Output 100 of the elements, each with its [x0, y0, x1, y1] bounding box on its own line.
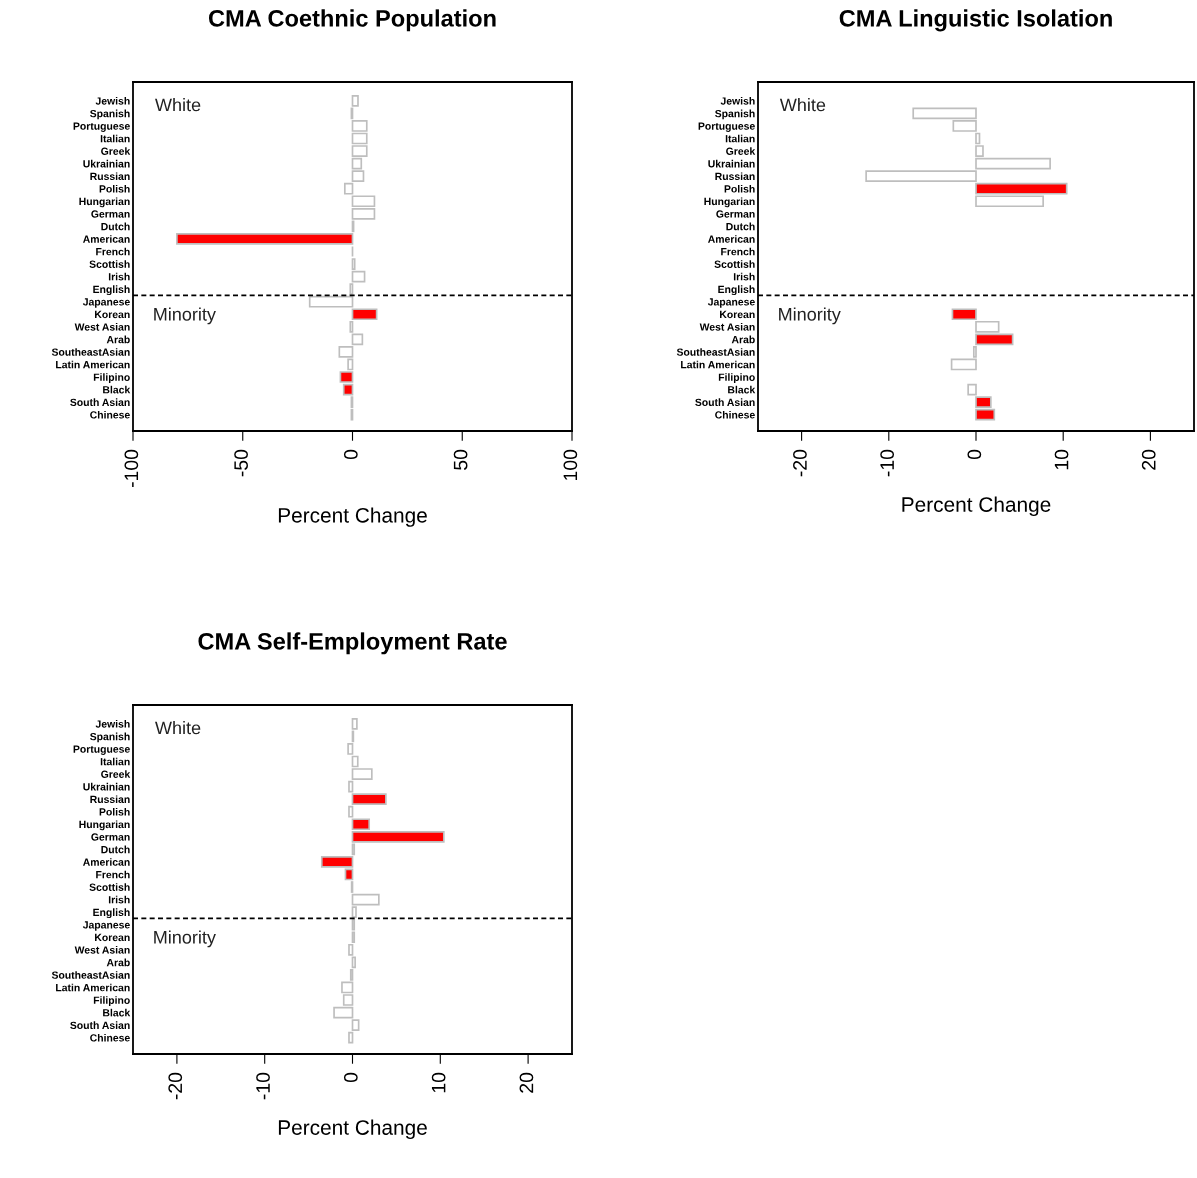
- y-tick-label: Chinese: [90, 410, 130, 419]
- y-tick-label: Ukrainian: [708, 159, 755, 168]
- y-tick-label: South Asian: [70, 398, 130, 406]
- y-tick-label: Filipino: [93, 996, 130, 1006]
- y-tick-label: SoutheastAsian: [676, 348, 755, 356]
- y-tick-label: Korean: [95, 310, 130, 319]
- y-tick-label: Korean: [95, 933, 130, 942]
- y-tick-label: Japanese: [707, 298, 755, 308]
- y-tick-label: Chinese: [90, 1033, 130, 1042]
- y-tick-label: Russian: [90, 172, 130, 181]
- y-tick-label: Arab: [731, 335, 755, 344]
- y-tick-label: Portuguese: [73, 745, 130, 755]
- y-tick-label: Arab: [106, 958, 130, 967]
- y-tick-label: Portuguese: [73, 122, 130, 132]
- y-tick-label: Japanese: [82, 921, 130, 931]
- y-tick-label: Italian: [725, 134, 755, 143]
- x-tick-label: 100: [563, 449, 578, 481]
- y-tick-label: English: [718, 285, 755, 296]
- y-tick-label: Black: [103, 1008, 131, 1017]
- y-tick-label: Arab: [106, 335, 130, 344]
- y-tick-label: Italian: [100, 757, 130, 766]
- annotation: Minority: [154, 930, 216, 948]
- y-tick-label: Greek: [101, 147, 131, 155]
- y-tick-label: Irish: [733, 272, 755, 281]
- y-tick-label: SoutheastAsian: [51, 971, 130, 979]
- x-axis-title: Percent Change: [902, 496, 1051, 517]
- y-tick-label: English: [93, 285, 130, 296]
- y-tick-label: Spanish: [90, 732, 130, 743]
- y-tick-label: South Asian: [695, 398, 755, 406]
- y-tick-label: SoutheastAsian: [51, 348, 130, 356]
- x-tick-label: -20: [168, 1072, 183, 1100]
- y-tick-label: Irish: [108, 895, 130, 904]
- y-tick-label: West Asian: [699, 323, 755, 331]
- y-tick-label: Irish: [108, 272, 130, 281]
- y-tick-label: Portuguese: [698, 122, 755, 132]
- y-tick-label: Spanish: [715, 109, 755, 120]
- y-tick-label: French: [96, 247, 130, 256]
- x-tick-label: -10: [880, 449, 895, 477]
- y-tick-label: Scottish: [89, 260, 130, 268]
- y-tick-label: Greek: [101, 770, 131, 778]
- y-tick-label: German: [91, 210, 130, 218]
- x-tick-label: 20: [1141, 449, 1156, 470]
- y-tick-label: Korean: [720, 310, 755, 319]
- x-axis-title: Percent Change: [278, 507, 427, 527]
- y-tick-label: Filipino: [93, 373, 130, 383]
- y-tick-label: Scottish: [714, 260, 755, 268]
- x-tick-label: 10: [431, 1072, 446, 1093]
- y-tick-label: Scottish: [89, 883, 130, 891]
- x-tick-label: -20: [793, 449, 807, 477]
- y-tick-label: Dutch: [101, 222, 130, 231]
- y-tick-label: Jewish: [95, 97, 130, 105]
- y-tick-label: Dutch: [101, 845, 130, 854]
- y-tick-label: Russian: [715, 172, 755, 181]
- y-tick-label: American: [83, 235, 130, 243]
- y-tick-label: French: [96, 870, 130, 879]
- y-tick-label: Russian: [90, 795, 130, 804]
- y-tick-label: Polish: [724, 184, 755, 193]
- y-tick-label: Latin American: [56, 983, 130, 992]
- x-tick-label: 0: [343, 1072, 358, 1083]
- chart-title: CMA Linguistic Isolation: [839, 9, 1112, 32]
- y-tick-label: Hungarian: [704, 197, 755, 208]
- y-tick-label: German: [91, 833, 130, 841]
- y-tick-label: West Asian: [74, 946, 130, 954]
- y-tick-label: American: [83, 858, 130, 866]
- x-tick-label: 50: [453, 449, 468, 470]
- y-tick-label: English: [93, 908, 130, 919]
- y-tick-label: Dutch: [726, 222, 755, 231]
- x-tick-label: 10: [1054, 449, 1069, 470]
- y-tick-label: Ukrainian: [83, 782, 130, 791]
- chart-title: CMA Coethnic Population: [208, 9, 496, 32]
- y-tick-label: Greek: [726, 147, 756, 155]
- x-axis-title: Percent Change: [278, 1119, 427, 1140]
- y-tick-label: West Asian: [74, 323, 130, 331]
- x-tick-label: 20: [519, 1072, 534, 1093]
- x-tick-label: 0: [967, 449, 982, 460]
- annotation: White: [155, 721, 201, 735]
- x-tick-label: -10: [256, 1072, 270, 1100]
- y-tick-label: German: [716, 210, 755, 218]
- annotation: Minority: [154, 307, 216, 325]
- y-tick-label: Hungarian: [79, 820, 130, 831]
- chart-title: CMA Self-Employment Rate: [198, 632, 507, 655]
- x-tick-label: -50: [234, 449, 248, 477]
- y-tick-label: Spanish: [90, 109, 130, 120]
- y-tick-label: Chinese: [715, 410, 755, 419]
- annotation: Minority: [779, 307, 841, 325]
- y-tick-label: South Asian: [70, 1021, 130, 1029]
- y-tick-label: Latin American: [681, 360, 755, 369]
- y-tick-label: Hungarian: [79, 197, 130, 208]
- y-tick-label: Polish: [99, 807, 130, 816]
- y-tick-label: Filipino: [718, 373, 755, 383]
- y-tick-label: Jewish: [720, 97, 755, 105]
- annotation: White: [779, 98, 826, 112]
- y-tick-label: Japanese: [82, 298, 130, 308]
- y-tick-label: Jewish: [95, 720, 130, 728]
- y-tick-label: Ukrainian: [83, 159, 130, 168]
- x-tick-label: 0: [343, 449, 358, 460]
- x-tick-label: -100: [124, 449, 139, 488]
- y-tick-label: Black: [103, 385, 131, 394]
- annotation: White: [155, 98, 201, 112]
- y-tick-label: Latin American: [56, 360, 130, 369]
